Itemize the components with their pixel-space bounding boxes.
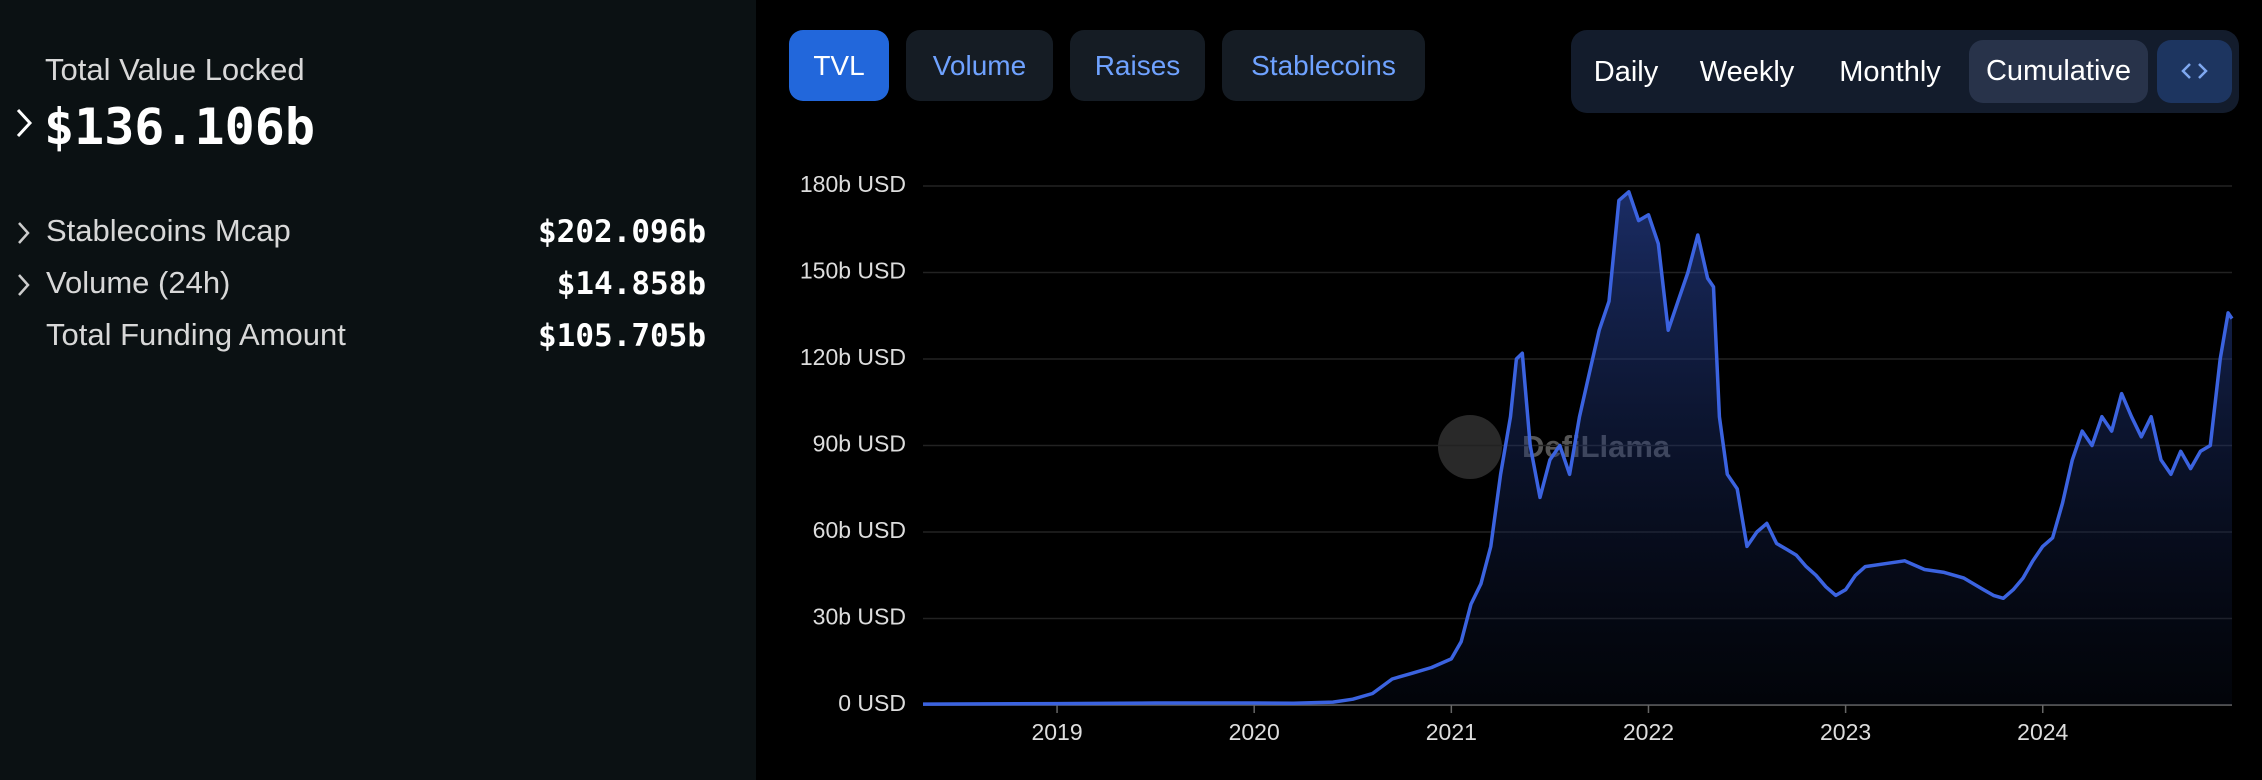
x-tick-label: 2021 [1426,719,1477,745]
y-tick-label: 120b USD [800,344,906,370]
tab[interactable]: TVL [789,30,889,101]
tab[interactable]: Volume [906,30,1053,101]
y-tick-label: 0 USD [838,690,906,716]
summary-panel: Total Value Locked $136.106b Stablecoins… [0,0,756,780]
x-tick-label: 2023 [1820,719,1871,745]
x-tick-label: 2022 [1623,719,1674,745]
row-value: $202.096b [538,214,706,250]
period-option[interactable]: Weekly [1699,56,1795,88]
line [922,190,2234,706]
chevron [18,274,30,296]
row-value: $14.858b [556,266,706,302]
chevron [16,108,33,138]
row-value: $105.705b [538,318,706,354]
embed-button[interactable] [2157,40,2232,103]
x-tick-label: 2019 [1031,719,1082,745]
y-tick-label: 30b USD [813,604,906,630]
y-tick-label: 150b USD [800,258,906,284]
period-option[interactable]: Monthly [1839,56,1941,88]
row-label[interactable]: Volume (24h) [46,265,231,300]
y-tick-label: 60b USD [813,517,906,543]
chevron [18,222,30,244]
y-tick-label: 180b USD [800,171,906,197]
period-option[interactable]: Cumulative [1969,40,2148,103]
row-label: Total Funding Amount [46,317,346,352]
tab[interactable]: Raises [1070,30,1205,101]
row-label[interactable]: Stablecoins Mcap [46,213,291,248]
area-fill [923,191,2232,706]
period-option[interactable]: Daily [1593,56,1659,88]
summary-value: $136.106b [44,98,315,156]
y-tick-label: 90b USD [813,431,906,457]
x-tick-label: 2024 [2017,719,2068,745]
x-tick-label: 2020 [1229,719,1280,745]
summary-title: Total Value Locked [45,52,305,87]
tab[interactable]: Stablecoins [1222,30,1425,101]
